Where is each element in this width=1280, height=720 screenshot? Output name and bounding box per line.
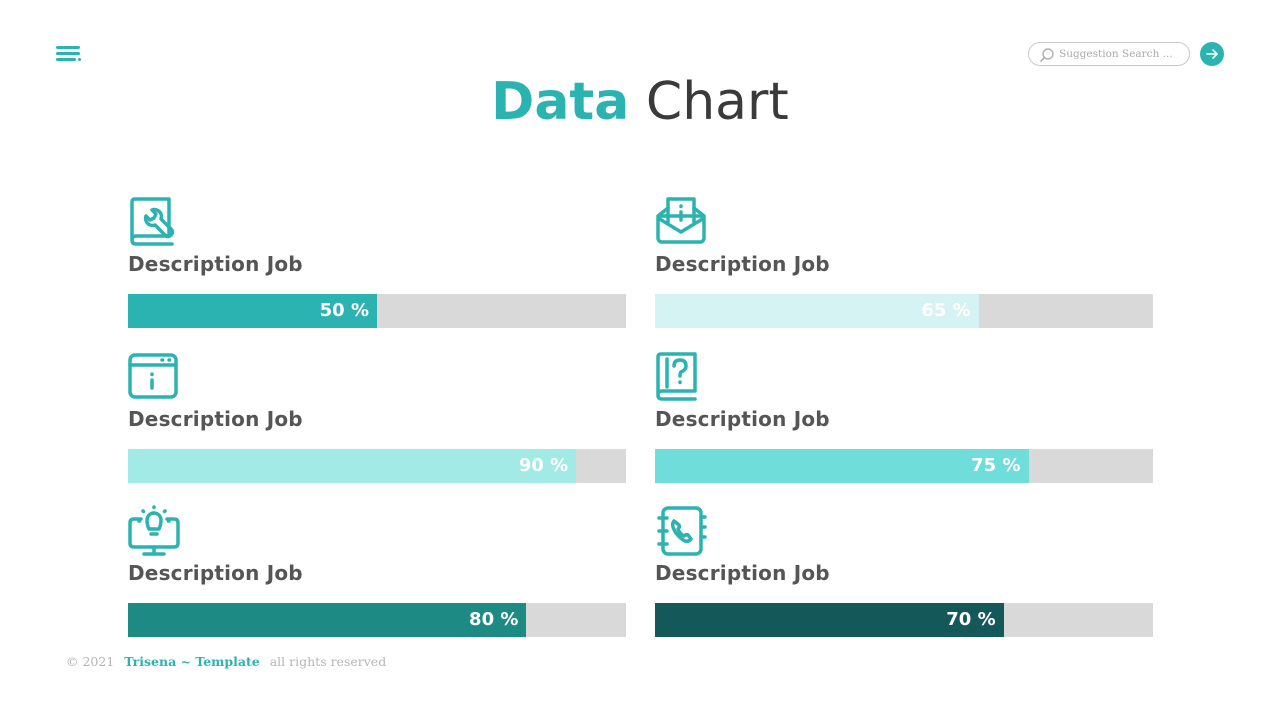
progress-bar xyxy=(128,603,527,637)
item-label: Description Job xyxy=(655,252,830,276)
search-icon xyxy=(1040,48,1054,62)
progress-track: 70 % xyxy=(655,603,1153,637)
item-label: Description Job xyxy=(655,561,830,585)
item-label: Description Job xyxy=(128,407,303,431)
progress-bar xyxy=(655,449,1029,483)
progress-value: 70 % xyxy=(946,609,996,630)
address-book-phone-icon xyxy=(657,506,707,556)
chart-item: Description Job 90 % xyxy=(128,351,626,491)
progress-value: 80 % xyxy=(469,609,519,630)
item-label: Description Job xyxy=(128,561,303,585)
progress-bar xyxy=(655,603,1004,637)
progress-bar xyxy=(128,449,577,483)
chart-item: Description Job 80 % xyxy=(128,505,626,645)
progress-value: 50 % xyxy=(319,300,369,321)
item-label: Description Job xyxy=(655,407,830,431)
progress-bar xyxy=(655,294,979,328)
envelope-info-icon xyxy=(656,197,706,244)
browser-info-icon xyxy=(128,353,178,399)
progress-value: 90 % xyxy=(518,455,569,476)
footer-rights: all rights reserved xyxy=(269,654,387,669)
search-input[interactable] xyxy=(1059,45,1183,63)
progress-track: 90 % xyxy=(128,449,626,483)
item-label: Description Job xyxy=(128,252,303,276)
footer-brand-link[interactable]: Trisena ~ Template xyxy=(124,654,260,669)
footer: © 2021 Trisena ~ Template all rights res… xyxy=(66,654,386,669)
chart-item: Description Job 50 % xyxy=(128,196,626,336)
title-accent: Data xyxy=(491,72,630,132)
progress-track: 65 % xyxy=(655,294,1153,328)
book-question-icon xyxy=(656,352,697,401)
progress-track: 75 % xyxy=(655,449,1153,483)
chart-item: Description Job 75 % xyxy=(655,351,1153,491)
progress-track: 80 % xyxy=(128,603,626,637)
progress-bar xyxy=(128,294,377,328)
search-box[interactable] xyxy=(1028,42,1190,66)
book-wrench-icon xyxy=(130,197,175,246)
progress-track: 50 % xyxy=(128,294,626,328)
monitor-lightbulb-icon xyxy=(128,505,180,556)
chart-item: Description Job 70 % xyxy=(655,505,1153,645)
arrow-right-icon xyxy=(1206,49,1218,59)
progress-value: 75 % xyxy=(971,455,1021,476)
page-title: Data Chart xyxy=(0,70,1280,134)
progress-value: 65 % xyxy=(921,300,971,321)
menu-icon[interactable] xyxy=(56,45,82,63)
search-submit-button[interactable] xyxy=(1200,42,1224,66)
chart-item: Description Job 65 % xyxy=(655,196,1153,336)
title-rest: Chart xyxy=(645,72,789,132)
footer-copyright: © 2021 xyxy=(66,654,115,669)
